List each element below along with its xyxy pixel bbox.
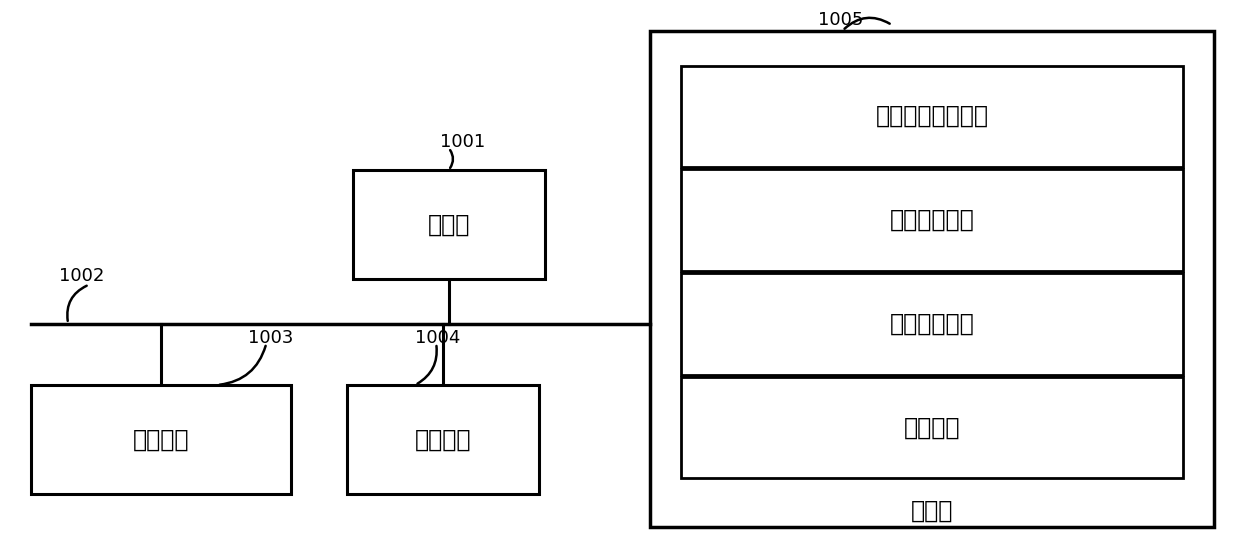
- Bar: [31, 385, 291, 494]
- Text: 存储器: 存储器: [911, 498, 954, 523]
- Bar: [681, 377, 1183, 478]
- Text: 操作系统: 操作系统: [904, 416, 960, 440]
- Bar: [681, 66, 1183, 167]
- Text: 1003: 1003: [248, 329, 294, 347]
- Text: 用户接口模块: 用户接口模块: [890, 208, 975, 232]
- Text: 1001: 1001: [440, 133, 486, 151]
- Text: 横向联邦学习程序: 横向联邦学习程序: [876, 104, 989, 128]
- Text: 网络通信模块: 网络通信模块: [890, 312, 975, 336]
- Bar: [650, 31, 1214, 527]
- Bar: [681, 273, 1183, 374]
- Text: 用户接口: 用户接口: [133, 427, 190, 451]
- Bar: [347, 385, 539, 494]
- Text: 1004: 1004: [415, 329, 461, 347]
- Text: 处理器: 处理器: [427, 213, 471, 237]
- Text: 1002: 1002: [59, 267, 105, 285]
- Text: 1005: 1005: [818, 11, 864, 28]
- Bar: [353, 170, 545, 279]
- Text: 网络接口: 网络接口: [415, 427, 471, 451]
- Bar: [681, 170, 1183, 271]
